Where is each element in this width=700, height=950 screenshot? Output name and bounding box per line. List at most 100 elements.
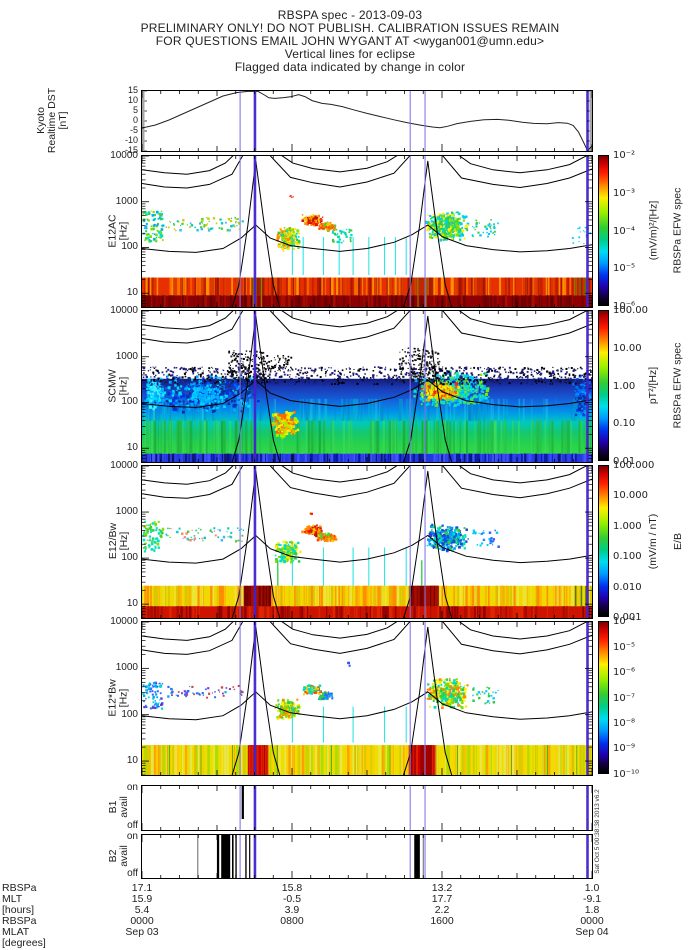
dst-axis-label: Kyoto Realtime DST [nT]	[35, 87, 70, 153]
subtitle-eclipse: Vertical lines for eclipse	[284, 47, 416, 61]
e12bw-cbar-tick-0: 100.000	[613, 460, 655, 471]
e12ac-cbar-tick-3: 10⁻⁵	[613, 263, 636, 275]
e12ac-cbar-unit: (mV/m)²/[Hz]	[647, 200, 660, 261]
e12xbw-cbar-tick-6: 10⁻¹⁰	[613, 769, 640, 780]
e12bw-ytick-10000: 10000	[110, 460, 138, 471]
warning-line-2: FOR QUESTIONS EMAIL JOHN WYGANT AT <wyga…	[155, 34, 545, 48]
dst-ytick-0: 0	[132, 115, 138, 125]
e12xbw-ytick-10000: 10000	[110, 616, 138, 627]
bottom-value-r3c0: 0000	[130, 915, 154, 927]
bottom-value-r3c1: 0800	[280, 915, 304, 927]
panel-e12ac	[141, 155, 593, 308]
b1-ytick-on: on	[126, 782, 138, 793]
subtitle-flagged: Flagged data indicated by change in colo…	[234, 60, 466, 74]
footer-note: Sat Oct 5 00:38:38 2013 v6.2	[593, 788, 601, 874]
e12xbw-cbar-tick-3: 10⁻⁷	[613, 692, 636, 704]
bottom-value-r2c3: 1.8	[584, 904, 600, 916]
bottom-row-label-0: RBSPa	[2, 882, 37, 894]
dst-ytick-5: 5	[132, 105, 138, 115]
dst-canvas	[142, 91, 592, 151]
e12bw-cbar-unit: (mV/m / nT)	[647, 513, 660, 569]
dst-ytick--5: -5	[129, 125, 138, 135]
bottom-value-r1c2: 17.7	[431, 893, 453, 905]
bottom-row-label-5: [degrees]	[2, 937, 46, 949]
dst-ytick--10: -10	[124, 135, 138, 145]
e12ac-ytick-10000: 10000	[110, 150, 138, 161]
e12ac-ytick-10: 10	[126, 287, 138, 299]
bottom-value-r1c1: -0.5	[282, 893, 302, 905]
bottom-value-r2c2: 2.2	[434, 904, 450, 916]
e12xbw-cbar-tick-5: 10⁻⁹	[613, 743, 636, 755]
dst-axis-label-wrap: Kyoto Realtime DST [nT]	[18, 87, 88, 153]
e12ac-cbar-tick-2: 10⁻⁴	[613, 225, 636, 237]
e12ac-cbar-tick-4: 10⁻⁶	[613, 301, 636, 312]
bottom-value-r0c2: 13.2	[431, 882, 453, 894]
bottom-row-label-4: MLAT	[2, 926, 30, 938]
e12xbw-cbar-tick-4: 10⁻⁸	[613, 718, 636, 729]
e12ac-canvas	[142, 156, 592, 307]
e12ac-cbar-spec-wrap: RBSPa EFW spec	[660, 155, 696, 306]
bottom-value-r0c3: 1.0	[584, 882, 600, 894]
scmw-ytick-100: 100	[121, 396, 138, 408]
bottom-value-r4c0: Sep 03	[125, 926, 159, 938]
scmw-cbar-spec-wrap: RBSPa EFW spec	[660, 310, 696, 461]
b1-canvas	[142, 786, 592, 830]
bottom-value-r0c0: 17.1	[131, 882, 153, 894]
scmw-cbar-tick-2: 1.00	[613, 380, 636, 392]
e12ac-ytick-100: 100	[121, 241, 138, 253]
e12xbw-ytick-1000: 1000	[115, 662, 138, 674]
scmw-cbar-tick-1: 10.00	[613, 342, 642, 354]
e12bw-cbar-tick-1: 10.000	[613, 490, 648, 502]
e12bw-cbar-spec-label: E/B	[671, 532, 684, 550]
scmw-cbar-unit: pT²/[Hz]	[647, 366, 660, 405]
b2-ytick-on: on	[126, 831, 138, 842]
e12xbw-ytick-10: 10	[126, 755, 138, 767]
colorbar-e12ac	[598, 155, 609, 306]
bottom-value-r1c3: -9.1	[582, 893, 602, 905]
e12xbw-cbar-tick-1: 10⁻⁵	[613, 641, 636, 653]
b1-axis-label: B1 avail	[106, 796, 130, 818]
dst-ytick-10: 10	[127, 95, 138, 105]
scmw-ytick-1000: 1000	[115, 350, 138, 362]
e12ac-cbar-tick-0: 10⁻²	[613, 150, 636, 161]
bottom-value-r2c0: 5.4	[134, 904, 150, 916]
e12bw-cbar-tick-2: 1.000	[613, 520, 642, 532]
e12bw-ytick-10: 10	[126, 598, 138, 610]
e12ac-cbar-spec-label: RBSPa EFW spec	[671, 187, 684, 274]
e12bw-cbar-tick-5: 0.001	[613, 612, 642, 623]
panel-dst	[141, 90, 593, 152]
dst-ytick-15: 15	[127, 85, 138, 95]
panel-e12xbw	[141, 621, 593, 776]
e12xbw-canvas	[142, 622, 592, 775]
scmw-cbar-tick-0: 100.00	[613, 305, 648, 316]
bottom-value-r3c3: 0000	[580, 915, 604, 927]
panel-b2	[141, 834, 593, 879]
e12bw-cbar-spec-wrap: E/B	[660, 465, 696, 617]
dst-ytick--15: -15	[124, 145, 138, 155]
bottom-value-r2c1: 3.9	[284, 904, 300, 916]
e12ac-ytick-1000: 1000	[115, 195, 138, 207]
scmw-ytick-10000: 10000	[110, 305, 138, 316]
e12xbw-ytick-100: 100	[121, 708, 138, 720]
colorbar-scmw	[598, 310, 609, 461]
e12ac-cbar-tick-1: 10⁻³	[613, 187, 636, 199]
e12ac-cbar-unit-wrap: (mV/m)²/[Hz]	[634, 155, 674, 306]
b2-canvas	[142, 835, 592, 878]
e12bw-canvas	[142, 466, 592, 618]
panel-scmw	[141, 310, 593, 463]
b2-axis-label: B2 avail	[106, 844, 130, 867]
b2-ytick-off: off	[127, 868, 138, 879]
bottom-row-label-3: RBSPa	[2, 915, 37, 927]
bottom-row-label-6: RBSPa	[2, 948, 36, 950]
scmw-cbar-spec-label: RBSPa EFW spec	[671, 342, 684, 429]
bottom-value-r3c2: 1600	[430, 915, 454, 927]
warning-line-1: PRELIMINARY ONLY! DO NOT PUBLISH. CALIBR…	[140, 21, 560, 35]
colorbar-e12xbw	[598, 621, 609, 774]
bottom-value-r4c3: Sep 04	[575, 926, 609, 938]
e12xbw-cbar-tick-2: 10⁻⁶	[613, 666, 636, 678]
e12bw-cbar-unit-wrap: (mV/m / nT)	[634, 465, 674, 617]
scmw-canvas	[142, 311, 592, 462]
bottom-value-r1c0: 15.9	[131, 893, 153, 905]
bottom-row-label-1: MLT	[2, 893, 23, 905]
